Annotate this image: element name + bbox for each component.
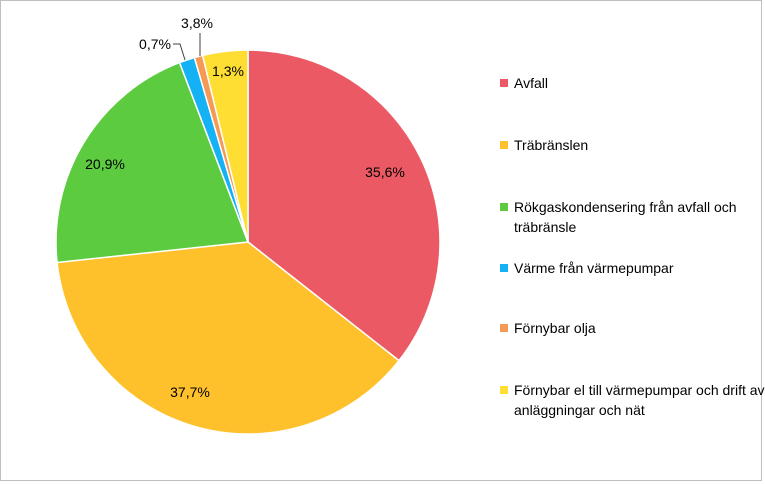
legend-label: Förnybar el till värmepumpar och drift a… <box>514 382 765 418</box>
data-label-5: 3,8% <box>181 15 213 31</box>
legend-label: Träbränslen <box>514 137 589 153</box>
legend-item-2: Rökgaskondensering från avfall och träbr… <box>500 197 765 237</box>
legend-swatch <box>500 141 508 149</box>
legend-label: Värme från värmepumpar <box>514 260 674 276</box>
legend-swatch <box>500 264 508 272</box>
leader-line-4 <box>173 43 186 61</box>
data-label-4: 0,7% <box>139 36 171 52</box>
pie-slice-5 <box>201 49 249 243</box>
data-label-2: 20,9% <box>85 156 125 172</box>
data-label-1: 37,7% <box>170 384 210 400</box>
legend-item-3: Värme från värmepumpar <box>500 258 765 278</box>
pie-slice-1 <box>56 241 401 435</box>
legend-label: Rökgaskondensering från avfall och träbr… <box>514 199 737 235</box>
legend-label: Förnybar olja <box>514 320 596 336</box>
legend-swatch <box>500 79 508 87</box>
data-label-0: 35,6% <box>365 164 405 180</box>
legend-swatch <box>500 386 508 394</box>
pie-slice-0 <box>247 49 441 362</box>
legend-item-4: Förnybar olja <box>500 318 765 338</box>
legend-label: Avfall <box>514 75 548 91</box>
legend-swatch <box>500 324 508 332</box>
legend-item-1: Träbränslen <box>500 135 765 155</box>
legend-item-0: Avfall <box>500 73 765 93</box>
legend-swatch <box>500 203 508 211</box>
pie-slice-2 <box>55 61 250 264</box>
data-label-3: 1,3% <box>212 63 244 79</box>
legend-item-5: Förnybar el till värmepumpar och drift a… <box>500 380 765 420</box>
